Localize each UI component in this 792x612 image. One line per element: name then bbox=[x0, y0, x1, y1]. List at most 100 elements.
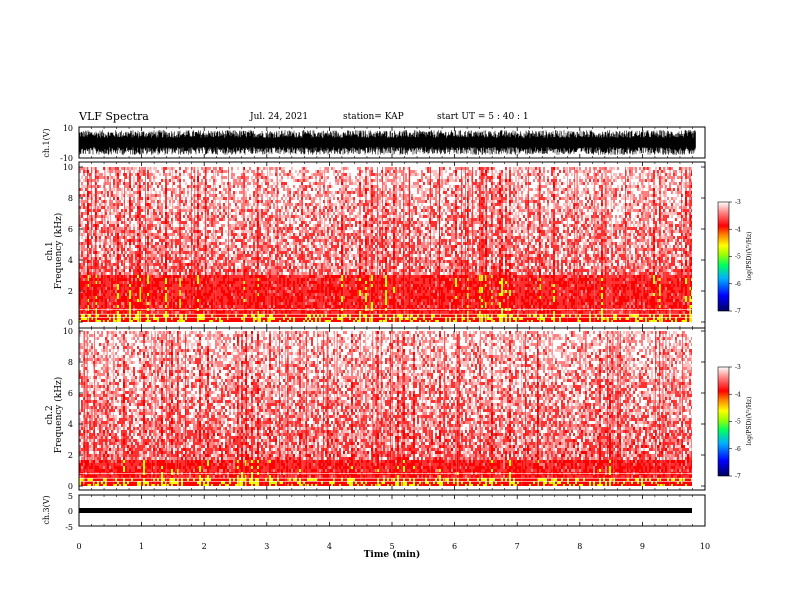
spectrogram-cell bbox=[207, 167, 209, 170]
spectrogram-cell bbox=[161, 305, 163, 308]
spectrogram-cell bbox=[127, 272, 129, 275]
spectrogram-cell bbox=[119, 290, 121, 293]
spectrogram-cell bbox=[133, 194, 135, 197]
spectrogram-cell bbox=[141, 173, 143, 176]
spectrogram-cell bbox=[195, 263, 197, 266]
spectrogram-cell bbox=[245, 227, 247, 230]
spectrogram-cell bbox=[137, 230, 139, 233]
spectrogram-cell bbox=[131, 314, 133, 317]
spectrogram-cell bbox=[229, 281, 231, 284]
spectrogram-cell bbox=[317, 299, 319, 302]
spectrogram-cell bbox=[97, 314, 99, 317]
spectrogram-cell bbox=[229, 218, 231, 221]
spectrogram-cell bbox=[209, 167, 211, 170]
spectrogram-cell bbox=[265, 167, 267, 170]
spectrogram-cell bbox=[159, 218, 161, 221]
spectrogram-cell bbox=[111, 227, 113, 230]
spectrogram-cell bbox=[227, 191, 229, 194]
spectrogram-cell bbox=[239, 254, 241, 257]
spectrogram-cell bbox=[197, 236, 199, 239]
spectrogram-cell bbox=[309, 269, 311, 272]
spectrogram-cell bbox=[141, 245, 143, 248]
spectrogram-cell bbox=[285, 281, 287, 284]
spectrogram-cell bbox=[165, 242, 167, 245]
spectrogram-cell bbox=[317, 314, 319, 317]
spectrogram-cell bbox=[287, 230, 289, 233]
spectrogram-cell bbox=[105, 182, 107, 185]
spectrogram-cell bbox=[129, 299, 131, 302]
spectrogram-cell bbox=[167, 278, 169, 281]
spectrogram-cell bbox=[149, 176, 151, 179]
spectrogram-cell bbox=[201, 248, 203, 251]
spectrogram-cell bbox=[225, 293, 227, 296]
spectrogram-cell bbox=[125, 173, 127, 176]
spectrogram-cell bbox=[169, 314, 171, 317]
spectrogram-cell bbox=[93, 278, 95, 281]
spectrogram-cell bbox=[149, 320, 151, 322]
spectrogram-cell bbox=[231, 224, 233, 227]
spectrogram-cell bbox=[277, 257, 279, 260]
spectrogram-cell bbox=[251, 251, 253, 254]
spectrogram-cell bbox=[257, 191, 259, 194]
spectrogram-cell bbox=[293, 245, 295, 248]
spectrogram-cell bbox=[85, 320, 87, 322]
spectrogram-cell bbox=[259, 266, 261, 269]
spectrogram-cell bbox=[239, 200, 241, 203]
spectrogram-cell bbox=[169, 302, 171, 305]
spectrogram-cell bbox=[235, 314, 237, 317]
spectrogram-cell bbox=[93, 167, 95, 170]
spectrogram-cell bbox=[229, 293, 231, 296]
spectrogram-cell bbox=[293, 239, 295, 242]
spectrogram-cell bbox=[109, 293, 111, 296]
spectrogram-cell bbox=[137, 212, 139, 215]
spectrogram-cell bbox=[229, 317, 231, 320]
spectrogram-cell bbox=[203, 221, 205, 224]
spectrogram-cell bbox=[279, 230, 281, 233]
spectrogram-cell bbox=[265, 266, 267, 269]
spectrogram-cell bbox=[217, 314, 219, 317]
spectrogram-cell bbox=[143, 317, 145, 320]
spectrogram-cell bbox=[163, 302, 165, 305]
spectrogram-cell bbox=[269, 311, 271, 314]
spectrogram-cell bbox=[135, 278, 137, 281]
spectrogram-cell bbox=[277, 188, 279, 191]
spectrogram-cell bbox=[147, 287, 149, 290]
spectrogram-cell bbox=[255, 194, 257, 197]
spectrogram-cell bbox=[259, 227, 261, 230]
spectrogram-cell bbox=[241, 173, 243, 176]
spectrogram-cell bbox=[183, 266, 185, 269]
spectrogram-cell bbox=[245, 179, 247, 182]
spectrogram-cell bbox=[87, 263, 89, 266]
spectrogram-cell bbox=[177, 320, 179, 322]
spectrogram-cell bbox=[133, 257, 135, 260]
spectrogram-cell bbox=[107, 206, 109, 209]
spectrogram-cell bbox=[287, 236, 289, 239]
spectrogram-cell bbox=[313, 314, 315, 317]
spectrogram-cell bbox=[247, 299, 249, 302]
spectrogram-cell bbox=[109, 203, 111, 206]
spectrogram-cell bbox=[185, 284, 187, 287]
spectrogram-cell bbox=[187, 224, 189, 227]
spectrogram-cell bbox=[313, 197, 315, 200]
spectrogram-cell bbox=[211, 278, 213, 281]
spectrogram-cell bbox=[93, 194, 95, 197]
spectrogram-cell bbox=[207, 293, 209, 296]
spectrogram-cell bbox=[199, 320, 201, 322]
spectrogram-cell bbox=[223, 188, 225, 191]
spectrogram-cell bbox=[225, 269, 227, 272]
spectrogram-cell bbox=[239, 284, 241, 287]
spectrogram-cell bbox=[203, 182, 205, 185]
spectrogram-cell bbox=[89, 194, 91, 197]
spectrogram-cell bbox=[203, 296, 205, 299]
spectrogram-cell bbox=[311, 281, 313, 284]
spectrogram-cell bbox=[173, 200, 175, 203]
spectrogram-cell bbox=[277, 284, 279, 287]
spectrogram-cell bbox=[163, 275, 165, 278]
spectrogram-cell bbox=[167, 305, 169, 308]
spectrogram-cell bbox=[175, 173, 177, 176]
spectrogram-cell bbox=[259, 269, 261, 272]
spectrogram-cell bbox=[283, 305, 285, 308]
spectrogram-cell bbox=[257, 197, 259, 200]
spectrogram-cell bbox=[97, 251, 99, 254]
spectrogram-cell bbox=[199, 272, 201, 275]
